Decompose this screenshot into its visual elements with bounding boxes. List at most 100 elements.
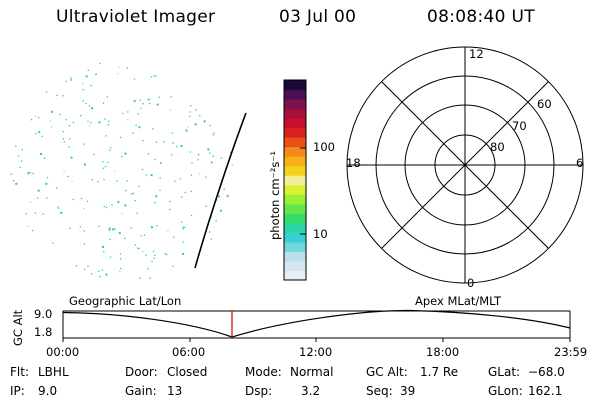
speckle-pixel [119,253,122,255]
speckle-pixel [59,113,61,116]
speckle-pixel [56,94,58,96]
speckle-pixel [182,228,184,230]
speckle-pixel [172,142,175,144]
speckle-pixel [42,213,44,215]
speckle-pixel [143,234,146,236]
speckle-pixel [95,73,97,76]
speckle-pixel [209,231,211,233]
speckle-pixel [29,171,31,174]
speckle-pixel [164,253,166,255]
colorbar-band [284,194,306,205]
glon-label: GLon: [488,384,523,398]
speckle-pixel [82,82,84,85]
speckle-pixel [169,200,171,203]
speckle-pixel [138,185,140,187]
speckle-pixel [205,205,207,207]
colorbar-band [284,241,306,252]
speckle-pixel [82,100,84,102]
speckle-pixel [190,174,192,176]
speckle-pixel [174,180,176,182]
speckle-pixel [199,114,201,117]
speckle-pixel [154,201,156,204]
speckle-pixel [215,199,218,201]
speckle-pixel [212,155,214,157]
speckle-pixel [85,103,87,105]
colorbar-band [284,184,306,195]
speckle-pixel [110,147,112,149]
colorbar-tick-label-100: 100 [313,140,335,154]
door-value: Closed [167,365,208,379]
colorbar-band [284,89,306,100]
speckle-pixel [80,197,83,200]
speckle-pixel [210,216,212,218]
time-label: 08:08:40 UT [427,7,535,27]
speckle-pixel [155,75,157,77]
speckle-pixel [194,123,197,126]
speckle-pixel [15,182,18,185]
gain-label: Gain: [125,384,157,398]
speckle-pixel [17,155,20,157]
speckle-pixel [72,121,75,124]
speckle-pixel [127,111,129,113]
speckle-pixel [124,204,127,207]
colorbar-band [284,146,306,157]
gain-value: 13 [167,384,183,398]
speckle-pixel [49,120,52,122]
colorbar-band [284,222,306,233]
speckle-pixel [218,195,220,198]
speckle-pixel [83,268,86,270]
speckle-pixel [189,111,191,113]
speckle-pixel [43,157,46,159]
speckle-pixel [90,122,92,124]
speckle-pixel [147,153,150,155]
speckle-pixel [153,75,155,77]
speckle-pixel [46,197,48,199]
speckle-pixel [147,98,149,101]
speckle-pixel [108,229,110,232]
speckle-pixel [182,226,184,228]
speckle-pixel [229,151,232,154]
colorbar-band [284,80,306,91]
speckle-pixel [98,121,101,124]
speckle-pixel [142,251,144,253]
speckle-pixel [113,170,116,172]
speckle-pixel [220,209,222,212]
speckle-pixel [187,126,189,128]
orbit-ytick-bottom: 1.8 [34,325,53,339]
speckle-pixel [51,110,54,113]
speckle-pixel [205,176,207,178]
date-label: 03 Jul 00 [279,7,357,27]
speckle-pixel [220,157,222,159]
speckle-pixel [150,76,152,78]
colorbar-tick-label-10: 10 [313,227,328,241]
speckle-pixel [71,180,73,183]
speckle-pixel [212,134,214,136]
speckle-pixel [107,161,109,163]
speckle-pixel [65,80,67,83]
speckle-pixel [83,143,85,145]
speckle-pixel [87,120,89,123]
lat-label-70: 70 [512,119,527,133]
colorbar-band [284,118,306,129]
ip-label: IP: [10,384,25,398]
x-tick-label-1800: 18:00 [426,345,460,359]
speckle-pixel [35,132,37,135]
speckle-pixel [151,260,153,263]
speckle-pixel [226,194,229,197]
speckle-pixel [72,198,74,201]
speckle-pixel [150,226,153,229]
speckle-pixel [195,109,197,111]
colorbar-band [284,165,306,176]
speckle-pixel [140,235,142,237]
colorbar-band [284,213,306,224]
speckle-pixel [95,73,97,75]
speckle-pixel [182,241,184,243]
flt-label: Flt: [10,365,29,379]
speckle-pixel [147,268,149,270]
speckle-pixel [69,138,71,140]
speckle-pixel [87,265,89,267]
x-tick-label-0600: 06:00 [172,345,206,359]
speckle-pixel [179,178,182,180]
speckle-pixel [126,67,128,69]
speckle-pixel [130,193,133,195]
